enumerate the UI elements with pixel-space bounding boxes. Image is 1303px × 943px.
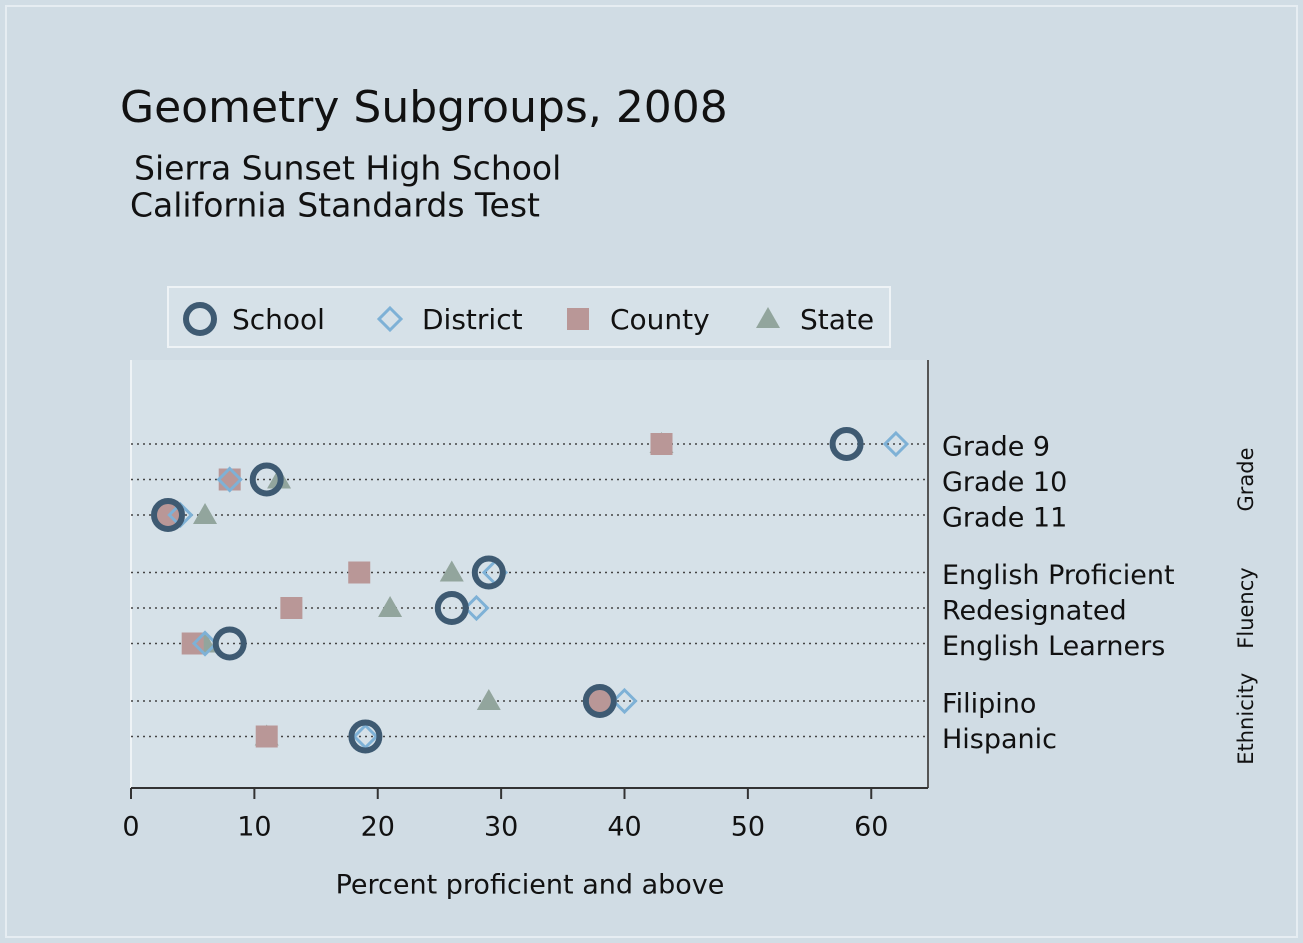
category-label: Grade 9 <box>942 432 1050 463</box>
x-tick-label: 0 <box>122 812 139 843</box>
x-tick-label: 50 <box>731 812 765 843</box>
legend-label: School <box>232 303 325 336</box>
school-marker <box>471 555 506 590</box>
state-marker <box>476 689 501 710</box>
category-label: English Proficient <box>942 560 1175 591</box>
school-marker <box>249 462 284 497</box>
category-label: Grade 11 <box>942 503 1067 534</box>
state-marker <box>378 596 403 617</box>
county-marker <box>588 690 611 712</box>
district-marker <box>611 687 638 715</box>
county-marker <box>218 468 241 491</box>
school-marker <box>434 591 469 625</box>
district-marker <box>882 430 910 458</box>
x-tick-label: 30 <box>484 812 518 843</box>
legend-label: State <box>800 303 874 336</box>
county-marker <box>280 597 303 619</box>
x-tick-label: 10 <box>237 812 271 843</box>
district-marker <box>463 594 490 622</box>
x-tick-label: 40 <box>607 812 641 843</box>
legend-label: District <box>422 303 523 336</box>
school-marker <box>183 302 217 336</box>
x-axis-label: Percent proficient and above <box>336 870 725 901</box>
district-marker <box>191 630 219 657</box>
category-label: Redesignated <box>942 596 1127 627</box>
county-marker <box>255 725 278 748</box>
county-marker <box>567 308 589 330</box>
group-label: Ethnicity <box>1234 673 1258 765</box>
chart-title: Geometry Subgroups, 2008 <box>120 82 728 133</box>
district-marker <box>376 305 404 333</box>
subtitle: Sierra Sunset High School <box>134 149 561 188</box>
group-label: Fluency <box>1234 567 1258 648</box>
school-marker <box>829 427 864 461</box>
category-label: Grade 10 <box>942 467 1067 498</box>
state-marker <box>439 560 464 582</box>
plot-area <box>131 360 928 788</box>
school-marker <box>151 498 186 532</box>
x-tick-label: 60 <box>854 812 888 843</box>
district-marker <box>216 466 243 493</box>
category-label: Filipino <box>942 689 1036 720</box>
category-label: Hispanic <box>942 724 1057 755</box>
legend-label: County <box>610 303 710 336</box>
school-marker <box>212 626 247 661</box>
state-marker <box>756 307 780 328</box>
x-tick-label: 20 <box>361 812 395 843</box>
school-marker <box>348 719 383 754</box>
county-marker <box>650 433 673 455</box>
category-label: English Learners <box>942 631 1165 662</box>
subtitle: California Standards Test <box>130 186 540 225</box>
state-marker <box>193 503 218 524</box>
group-label: Grade <box>1234 447 1258 511</box>
county-marker <box>348 561 371 584</box>
school-marker <box>582 684 617 718</box>
